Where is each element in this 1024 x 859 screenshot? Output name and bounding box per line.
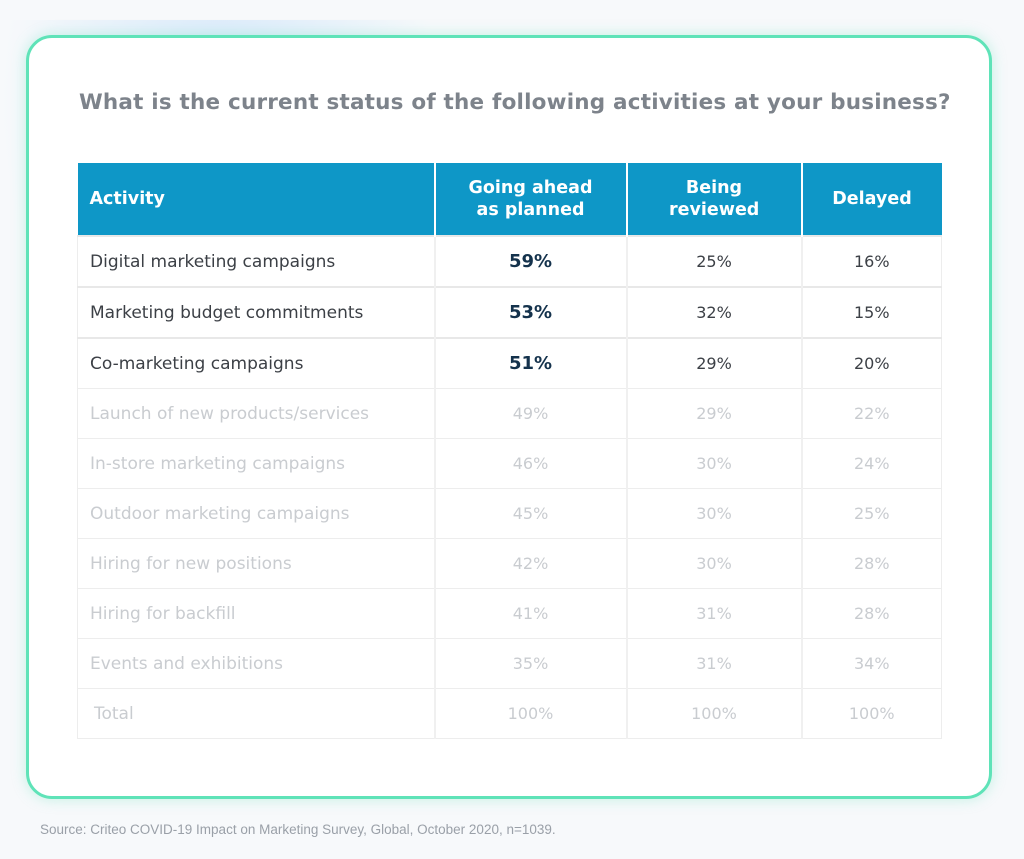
table-row: Events and exhibitions 35% 31% 34% (77, 638, 942, 689)
being-reviewed-cell: 31% (625, 588, 802, 639)
delayed-cell: 22% (800, 388, 942, 439)
table-body: Digital marketing campaigns 59% 25% 16% Mark… (77, 235, 942, 739)
going-ahead-cell: 100% (433, 688, 627, 739)
delayed-cell: 15% (800, 286, 942, 338)
header-going-ahead-label: Going ahead as planned (468, 178, 593, 220)
table-row: Outdoor marketing campaigns 45% 30% 25% (77, 488, 942, 539)
activity-cell: Hiring for new positions (77, 538, 435, 589)
header-being-reviewed: Being reviewed (625, 163, 802, 236)
being-reviewed-cell: 30% (625, 538, 802, 589)
activity-cell: Launch of new products/services (77, 388, 435, 439)
header-delayed: Delayed (800, 163, 942, 236)
table-row: Digital marketing campaigns 59% 25% 16% (77, 235, 942, 287)
being-reviewed-cell: 25% (625, 235, 802, 287)
table-row: Total 100% 100% 100% (77, 688, 942, 739)
delayed-cell: 16% (800, 235, 942, 287)
header-activity: Activity (77, 163, 435, 236)
being-reviewed-cell: 29% (625, 388, 802, 439)
going-ahead-cell: 46% (433, 438, 627, 489)
delayed-cell: 25% (800, 488, 942, 539)
being-reviewed-cell: 30% (625, 438, 802, 489)
activity-cell: Co-marketing campaigns (77, 337, 435, 389)
activity-cell: In-store marketing campaigns (77, 438, 435, 489)
being-reviewed-cell: 30% (625, 488, 802, 539)
going-ahead-cell: 51% (433, 337, 627, 389)
being-reviewed-cell: 31% (625, 638, 802, 689)
survey-card: What is the current status of the follow… (26, 35, 992, 799)
going-ahead-cell: 59% (433, 235, 627, 287)
table-row: Hiring for backfill 41% 31% 28% (77, 588, 942, 639)
delayed-cell: 20% (800, 337, 942, 389)
table-row: Co-marketing campaigns 51% 29% 20% (77, 337, 942, 389)
table-row: Hiring for new positions 42% 30% 28% (77, 538, 942, 589)
page-title: What is the current status of the follow… (79, 90, 951, 115)
activity-cell: Events and exhibitions (77, 638, 435, 689)
going-ahead-cell: 53% (433, 286, 627, 338)
activity-cell: Total (77, 688, 435, 739)
table-row: Marketing budget commitments 53% 32% 15% (77, 286, 942, 338)
being-reviewed-cell: 32% (625, 286, 802, 338)
activity-cell: Hiring for backfill (77, 588, 435, 639)
table-row: Launch of new products/services 49% 29% 22% (77, 388, 942, 439)
status-table: Activity Going ahead as planned Being re… (77, 163, 942, 739)
delayed-cell: 28% (800, 538, 942, 589)
going-ahead-cell: 42% (433, 538, 627, 589)
header-going-ahead: Going ahead as planned (433, 163, 627, 236)
activity-cell: Digital marketing campaigns (77, 235, 435, 287)
being-reviewed-cell: 29% (625, 337, 802, 389)
going-ahead-cell: 49% (433, 388, 627, 439)
going-ahead-cell: 45% (433, 488, 627, 539)
being-reviewed-cell: 100% (625, 688, 802, 739)
header-being-reviewed-label: Being reviewed (669, 178, 760, 220)
activity-cell: Marketing budget commitments (77, 286, 435, 338)
table-header-row: Activity Going ahead as planned Being re… (77, 163, 942, 236)
delayed-cell: 100% (800, 688, 942, 739)
going-ahead-cell: 35% (433, 638, 627, 689)
source-note: Source: Criteo COVID-19 Impact on Market… (40, 822, 556, 837)
table-row: In-store marketing campaigns 46% 30% 24% (77, 438, 942, 489)
delayed-cell: 24% (800, 438, 942, 489)
delayed-cell: 28% (800, 588, 942, 639)
activity-cell: Outdoor marketing campaigns (77, 488, 435, 539)
delayed-cell: 34% (800, 638, 942, 689)
going-ahead-cell: 41% (433, 588, 627, 639)
